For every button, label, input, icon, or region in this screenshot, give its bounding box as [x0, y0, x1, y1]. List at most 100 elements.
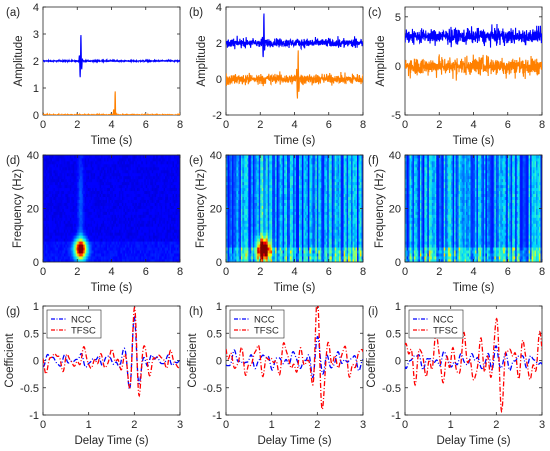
- heat-cell: [171, 256, 173, 260]
- heat-cell: [230, 211, 233, 215]
- heat-cell: [87, 160, 90, 165]
- heat-cell: [83, 205, 86, 209]
- heat-cell: [118, 184, 121, 189]
- heat-cell: [264, 157, 267, 162]
- heat-cell: [163, 199, 166, 203]
- heat-cell: [272, 163, 275, 168]
- heat-cell: [57, 175, 60, 180]
- heat-cell: [121, 226, 124, 230]
- heat-cell: [165, 205, 167, 209]
- heat-cell: [281, 253, 283, 257]
- heat-cell: [251, 241, 254, 245]
- heat-cell: [75, 205, 78, 209]
- heat-cell: [288, 232, 291, 236]
- heat-cell: [99, 190, 102, 195]
- heat-cell: [228, 199, 231, 203]
- heat-cell: [77, 172, 80, 177]
- heat-cell: [230, 250, 233, 254]
- heat-cell: [160, 175, 163, 180]
- heat-cell: [78, 259, 81, 262]
- heat-cell: [267, 217, 270, 221]
- heat-cell: [242, 241, 245, 245]
- heat-cell: [75, 211, 78, 215]
- heat-cell: [243, 223, 246, 227]
- heat-cell: [141, 196, 144, 200]
- heat-cell: [136, 247, 139, 251]
- heat-cell: [136, 163, 139, 168]
- heat-cell: [87, 184, 90, 189]
- heat-cell: [226, 184, 228, 189]
- heat-cell: [245, 193, 248, 198]
- heat-cell: [264, 250, 267, 254]
- heat-cell: [246, 166, 249, 171]
- heat-cell: [254, 190, 257, 195]
- heat-cell: [47, 214, 50, 218]
- heat-cell: [50, 160, 53, 165]
- heat-cell: [266, 190, 269, 195]
- heat-cell: [239, 205, 242, 209]
- heat-cell: [86, 250, 89, 254]
- heat-cell: [255, 208, 258, 212]
- heat-cell: [75, 178, 78, 183]
- heat-cell: [178, 226, 180, 230]
- heat-cell: [105, 235, 108, 239]
- heat-cell: [69, 256, 72, 260]
- heat-cell: [142, 223, 145, 227]
- heat-cell: [169, 157, 172, 162]
- heat-cell: [118, 190, 121, 195]
- heat-cell: [284, 155, 286, 159]
- heat-cell: [147, 226, 150, 230]
- heat-cell: [226, 238, 228, 242]
- heat-cell: [285, 160, 288, 165]
- heat-cell: [154, 175, 157, 180]
- heat-cell: [43, 163, 45, 168]
- heat-cell: [136, 241, 139, 245]
- heat-cell: [132, 217, 135, 221]
- heat-cell: [118, 232, 121, 236]
- heat-cell: [287, 160, 289, 165]
- heat-cell: [172, 244, 175, 248]
- heat-cell: [287, 208, 289, 212]
- heat-cell: [111, 247, 114, 251]
- heat-cell: [47, 250, 50, 254]
- heat-cell: [99, 247, 102, 251]
- heat-cell: [264, 193, 267, 198]
- heat-cell: [239, 172, 242, 177]
- heat-cell: [275, 214, 278, 218]
- heat-cell: [177, 193, 179, 198]
- heat-cell: [169, 214, 172, 218]
- heat-cell: [282, 226, 285, 230]
- heat-cell: [157, 169, 160, 174]
- heat-cell: [60, 175, 63, 180]
- heat-cell: [136, 217, 139, 221]
- heat-cell: [44, 208, 47, 212]
- heat-cell: [270, 157, 273, 162]
- heat-cell: [129, 175, 132, 180]
- heat-cell: [263, 205, 266, 209]
- heat-cell: [93, 190, 96, 195]
- heat-cell: [150, 199, 153, 203]
- heat-cell: [112, 208, 115, 212]
- heat-cell: [267, 220, 270, 224]
- heat-cell: [228, 253, 231, 257]
- heat-cell: [57, 160, 60, 165]
- heat-cell: [89, 178, 92, 183]
- heat-cell: [62, 190, 65, 195]
- heat-cell: [156, 238, 159, 242]
- heat-cell: [279, 157, 282, 162]
- heat-cell: [288, 247, 291, 251]
- heat-cell: [90, 202, 93, 206]
- heat-cell: [51, 184, 54, 189]
- heat-cell: [120, 155, 123, 159]
- heat-cell: [151, 205, 154, 209]
- heat-cell: [84, 229, 87, 233]
- heat-cell: [117, 211, 120, 215]
- heat-cell: [240, 259, 243, 262]
- heat-cell: [257, 190, 260, 195]
- heat-cell: [99, 211, 102, 215]
- heat-cell: [74, 155, 77, 159]
- heat-cell: [269, 211, 272, 215]
- heat-cell: [148, 256, 151, 260]
- heat-cell: [230, 217, 233, 221]
- heat-cell: [230, 244, 233, 248]
